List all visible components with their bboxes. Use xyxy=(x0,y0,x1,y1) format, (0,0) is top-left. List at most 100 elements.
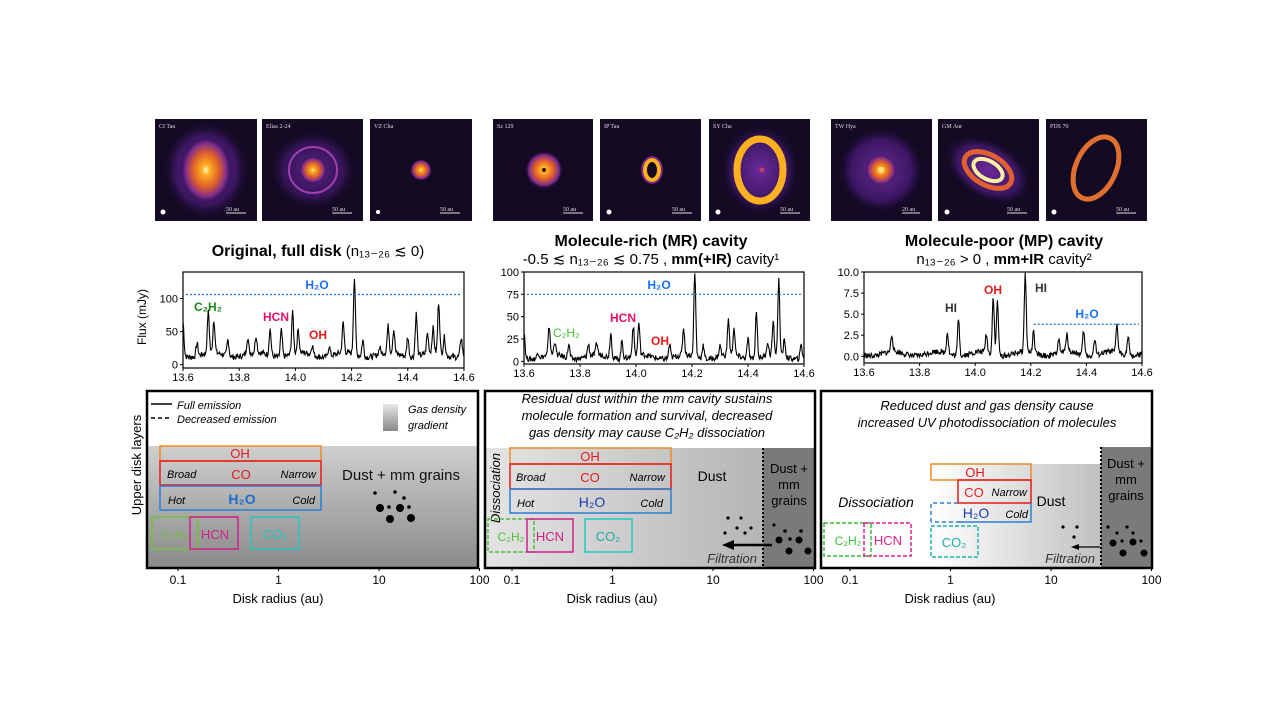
svg-text:TW Hya: TW Hya xyxy=(835,124,856,130)
svg-text:C₂H₂: C₂H₂ xyxy=(835,534,862,548)
x-tick-label: 14.4 xyxy=(397,372,418,384)
panel-2-subtitle: -0.5 ≲ n₁₃₋₂₆ ≲ 0.75 , mm(+IR) cavity¹ xyxy=(523,251,780,268)
svg-text:Dust +: Dust + xyxy=(1107,456,1145,471)
svg-text:Narrow: Narrow xyxy=(281,469,318,481)
plot-frame xyxy=(523,271,805,365)
label-h2o: H₂O xyxy=(305,278,328,292)
x-tick-label: 13.6 xyxy=(513,368,534,380)
svg-text:Hot: Hot xyxy=(168,495,186,507)
svg-text:Reduced dust and gas density c: Reduced dust and gas density cause xyxy=(880,398,1093,413)
svg-text:OH: OH xyxy=(230,446,250,461)
svg-text:OH: OH xyxy=(580,449,600,464)
disk-image-tw-hya: TW Hya 20 au xyxy=(831,119,932,221)
y-tick-label: 2.5 xyxy=(844,330,859,342)
panel-1-title: Original, full disk (n₁₃₋₂₆ ≲ 0) xyxy=(212,243,425,260)
spectrum-line xyxy=(863,271,1143,360)
flux-axis-label: Flux (mJy) xyxy=(135,289,149,345)
x-tick-label: 14.4 xyxy=(737,368,758,380)
svg-text:CO: CO xyxy=(964,485,984,500)
svg-text:Filtration: Filtration xyxy=(1045,551,1095,566)
x-tick-label: 14.0 xyxy=(625,368,646,380)
spectrum-line xyxy=(182,278,465,362)
spectrum-chart-mr-cavity: 13.6 13.8 14.0 14.2 14.4 14.6 0 25 50 75 100 xyxy=(501,267,815,380)
spectrum-chart-full-disk: 13.6 13.8 14.0 14.2 14.4 14.6 0 50 100 xyxy=(160,271,475,384)
svg-text:H₂O: H₂O xyxy=(228,491,255,507)
radius-axis-label: Disk radius (au) xyxy=(232,591,323,606)
label-oh: OH xyxy=(984,283,1002,297)
x-tick-label: 14.6 xyxy=(1131,367,1152,379)
label-c2h2: C₂H₂ xyxy=(194,300,222,314)
svg-text:HCN: HCN xyxy=(201,527,229,542)
svg-text:50 au: 50 au xyxy=(226,207,239,213)
svg-text:Dust: Dust xyxy=(1037,493,1066,509)
gas-density-swatch xyxy=(383,404,398,431)
radius-tick-label: 10 xyxy=(706,573,720,587)
spectrum-line xyxy=(523,273,805,364)
svg-text:Sz 129: Sz 129 xyxy=(497,124,514,130)
x-tick-label: 14.0 xyxy=(964,367,985,379)
svg-text:50 au: 50 au xyxy=(1007,207,1020,213)
y-tick-label: 0 xyxy=(172,360,178,372)
legend-decreased-emission: Decreased emission xyxy=(177,414,277,426)
svg-text:HCN: HCN xyxy=(536,529,564,544)
radius-axis-label: Disk radius (au) xyxy=(904,591,995,606)
radius-tick-label: 1 xyxy=(609,573,616,587)
x-tick-label: 13.6 xyxy=(172,372,193,384)
svg-text:CI Tau: CI Tau xyxy=(159,124,175,130)
y-tick-label: 0 xyxy=(513,356,519,368)
svg-text:Dissociation: Dissociation xyxy=(838,494,914,510)
svg-text:IP Tau: IP Tau xyxy=(604,124,619,130)
hcn-box xyxy=(189,516,239,550)
spectrum-chart-mp-cavity: 13.6 13.8 14.0 14.2 14.4 14.6 0.0 2.5 5.0 7.5 10.0 xyxy=(838,267,1153,379)
radius-tick-label: 0.1 xyxy=(170,573,187,587)
svg-text:SY Cha: SY Cha xyxy=(713,124,732,130)
disk-image-sz-129: Sz 129 50 au xyxy=(493,119,593,221)
x-tick-label: 13.8 xyxy=(569,368,590,380)
legend-full-emission: Full emission xyxy=(177,400,241,412)
y-tick-label: 50 xyxy=(166,327,178,339)
svg-text:molecule formation and surviva: molecule formation and survival, decreas… xyxy=(522,408,774,423)
svg-text:Narrow: Narrow xyxy=(630,472,667,484)
panel-3-title: Molecule-poor (MP) cavity xyxy=(905,233,1103,250)
svg-text:50 au: 50 au xyxy=(563,207,576,213)
y-tick-label: 75 xyxy=(507,289,519,301)
x-tick-label: 14.4 xyxy=(1076,367,1097,379)
svg-text:gradient: gradient xyxy=(408,420,449,432)
svg-text:CO: CO xyxy=(580,470,600,485)
dust-grains-icon xyxy=(1061,525,1148,557)
disk-image-pds-70: PDS 70 50 au xyxy=(1046,119,1147,221)
y-tick-label: 100 xyxy=(501,267,519,279)
svg-text:PDS 70: PDS 70 xyxy=(1050,124,1069,130)
label-hi: HI xyxy=(945,301,957,315)
label-h2o: H₂O xyxy=(1075,307,1098,321)
svg-text:Dust +: Dust + xyxy=(770,461,808,476)
disk-image-ci-tau: CI Tau 50 au xyxy=(155,119,257,221)
svg-text:Broad: Broad xyxy=(167,469,197,481)
disk-image-sy-cha: SY Cha 50 au xyxy=(709,119,810,221)
co-box xyxy=(159,460,322,486)
diagram-mp-cavity: Reduced dust and gas density cause incre… xyxy=(819,389,1154,570)
label-h2o: H₂O xyxy=(647,278,670,292)
y-tick-label: 7.5 xyxy=(844,288,859,300)
svg-text:Filtration: Filtration xyxy=(707,551,757,566)
svg-text:20 au: 20 au xyxy=(902,207,915,213)
svg-text:Narrow: Narrow xyxy=(992,487,1029,499)
svg-text:Dust: Dust xyxy=(698,468,727,484)
radius-tick-label: 10 xyxy=(372,573,386,587)
dust-label: Dust + mm grains xyxy=(342,467,460,484)
radius-tick-label: 10 xyxy=(1044,573,1058,587)
spectrum-annotations: H₂O C₂H₂ HCN OH H₂O C₂H₂ HCN OH H₂O OH H… xyxy=(194,278,1099,348)
label-oh: OH xyxy=(651,334,669,348)
svg-text:50 au: 50 au xyxy=(1116,207,1129,213)
co2-box xyxy=(250,516,300,550)
svg-text:CO₂: CO₂ xyxy=(942,535,967,550)
diagram-mr-cavity: Residual dust within the mm cavity susta… xyxy=(483,389,817,570)
svg-text:Residual dust within the mm ca: Residual dust within the mm cavity susta… xyxy=(522,391,773,406)
x-tick-label: 14.6 xyxy=(453,372,474,384)
x-tick-label: 14.2 xyxy=(341,372,362,384)
disk-image-elias-2-24: Elias 2-24 50 au xyxy=(262,119,363,221)
radius-tick-label: 1 xyxy=(947,573,954,587)
dust-grains-icon xyxy=(373,490,415,523)
svg-text:GM Aur: GM Aur xyxy=(942,124,962,130)
svg-text:50 au: 50 au xyxy=(780,207,793,213)
